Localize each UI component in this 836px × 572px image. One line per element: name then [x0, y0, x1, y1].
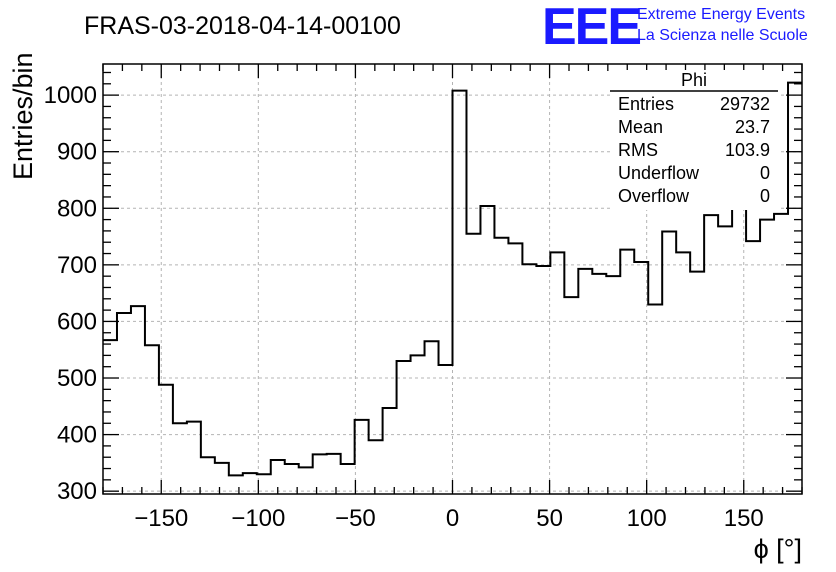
histogram-bin	[327, 454, 341, 494]
x-tick-label: 50	[536, 505, 563, 532]
histogram-bin	[550, 252, 564, 494]
x-tick-label: −150	[134, 505, 188, 532]
histogram-bin	[578, 269, 592, 494]
histogram-bin	[411, 355, 425, 494]
histogram-bin	[676, 252, 690, 494]
histogram-bin	[634, 262, 648, 494]
y-tick-label: 900	[57, 139, 97, 166]
stats-row-label: Entries	[618, 94, 674, 114]
histogram-bin	[369, 440, 383, 494]
x-tick-label: −100	[231, 505, 285, 532]
histogram-bin	[383, 408, 397, 494]
histogram-bin	[243, 473, 257, 494]
stats-rows: Entries 29732 Mean 23.7 RMS 103.9 Underflow 0 Ov…	[618, 94, 770, 206]
stats-box-background	[610, 70, 778, 210]
x-axis-label: ϕ [°]	[754, 534, 802, 564]
histogram-bin	[522, 264, 536, 494]
histogram-bin	[299, 467, 313, 494]
y-tick-label: 700	[57, 252, 97, 279]
histogram-bin	[690, 272, 704, 494]
eee-branding: EEE Extreme Energy Events La Scienza nel…	[542, 0, 808, 56]
histogram-bin	[159, 385, 173, 494]
histogram-bin	[313, 454, 327, 494]
chart-title: FRAS-03-2018-04-14-00100	[84, 12, 401, 40]
histogram-bin	[494, 238, 508, 494]
stats-row-label: Underflow	[618, 163, 700, 183]
histogram-bin	[606, 276, 620, 494]
histogram-bin	[201, 457, 215, 494]
histogram-bin	[774, 214, 788, 494]
histogram-bin	[397, 361, 411, 494]
y-tick-label: 1000	[44, 82, 97, 109]
x-tick-label: −50	[335, 505, 376, 532]
stats-row-value: 29732	[720, 94, 770, 114]
histogram-bin	[480, 206, 494, 494]
stats-row-value: 103.9	[725, 140, 770, 160]
stats-title: Phi	[681, 70, 707, 90]
y-tick-label: 500	[57, 365, 97, 392]
histogram-bin	[173, 423, 187, 494]
brand-line-1: Extreme Energy Events	[637, 6, 805, 23]
histogram-bin	[355, 420, 369, 494]
histogram-bin	[564, 297, 578, 494]
histogram-bin	[760, 220, 774, 494]
tick-labels: −150 −100 −50 0 50 100 150 300 400 500 600 700 800 90…	[44, 82, 764, 532]
histogram-bin	[788, 83, 802, 494]
y-axis-label: Entries/bin	[8, 52, 38, 180]
y-tick-label: 800	[57, 195, 97, 222]
histogram-outline	[103, 81, 802, 477]
stats-row-value: 0	[760, 186, 770, 206]
eee-logo: EEE	[542, 0, 640, 56]
stats-row-value: 0	[760, 163, 770, 183]
histogram-bin	[746, 241, 760, 494]
axis-ticks	[102, 64, 803, 494]
histogram	[103, 81, 802, 494]
histogram-bin	[103, 340, 117, 494]
histogram-bin	[439, 365, 453, 494]
x-tick-label: 100	[627, 505, 667, 532]
histogram-bin	[704, 215, 718, 494]
histogram-bin	[732, 205, 746, 494]
histogram-bin	[662, 231, 676, 494]
y-tick-label: 600	[57, 308, 97, 335]
stats-row-label: Mean	[618, 117, 663, 137]
histogram-bin	[508, 243, 522, 494]
histogram-bin	[215, 463, 229, 494]
histogram-bin	[536, 266, 550, 494]
histogram-bin	[341, 464, 355, 494]
histogram-bin	[620, 250, 634, 494]
histogram-bin	[425, 341, 439, 494]
histogram-bin	[131, 306, 145, 494]
histogram-bin	[187, 422, 201, 494]
y-tick-label: 400	[57, 422, 97, 449]
histogram-bin	[117, 313, 131, 494]
stats-row-label: Overflow	[618, 186, 690, 206]
x-tick-label: 0	[446, 505, 459, 532]
brand-line-2: La Scienza nelle Scuole	[637, 27, 808, 44]
x-tick-label: 150	[724, 505, 764, 532]
histogram-bin	[648, 304, 662, 494]
histogram-bin	[453, 91, 467, 494]
stats-row-value: 23.7	[735, 117, 770, 137]
histogram-bin	[229, 475, 243, 494]
histogram-bin	[466, 234, 480, 494]
histogram-bin	[592, 274, 606, 494]
y-tick-label: 300	[57, 478, 97, 505]
histogram-bin	[145, 345, 159, 494]
stats-row-label: RMS	[618, 140, 658, 160]
stats-box: Phi Entries 29732 Mean 23.7 RMS 103.9 Underflo…	[610, 70, 778, 210]
histogram-bin	[718, 226, 732, 494]
